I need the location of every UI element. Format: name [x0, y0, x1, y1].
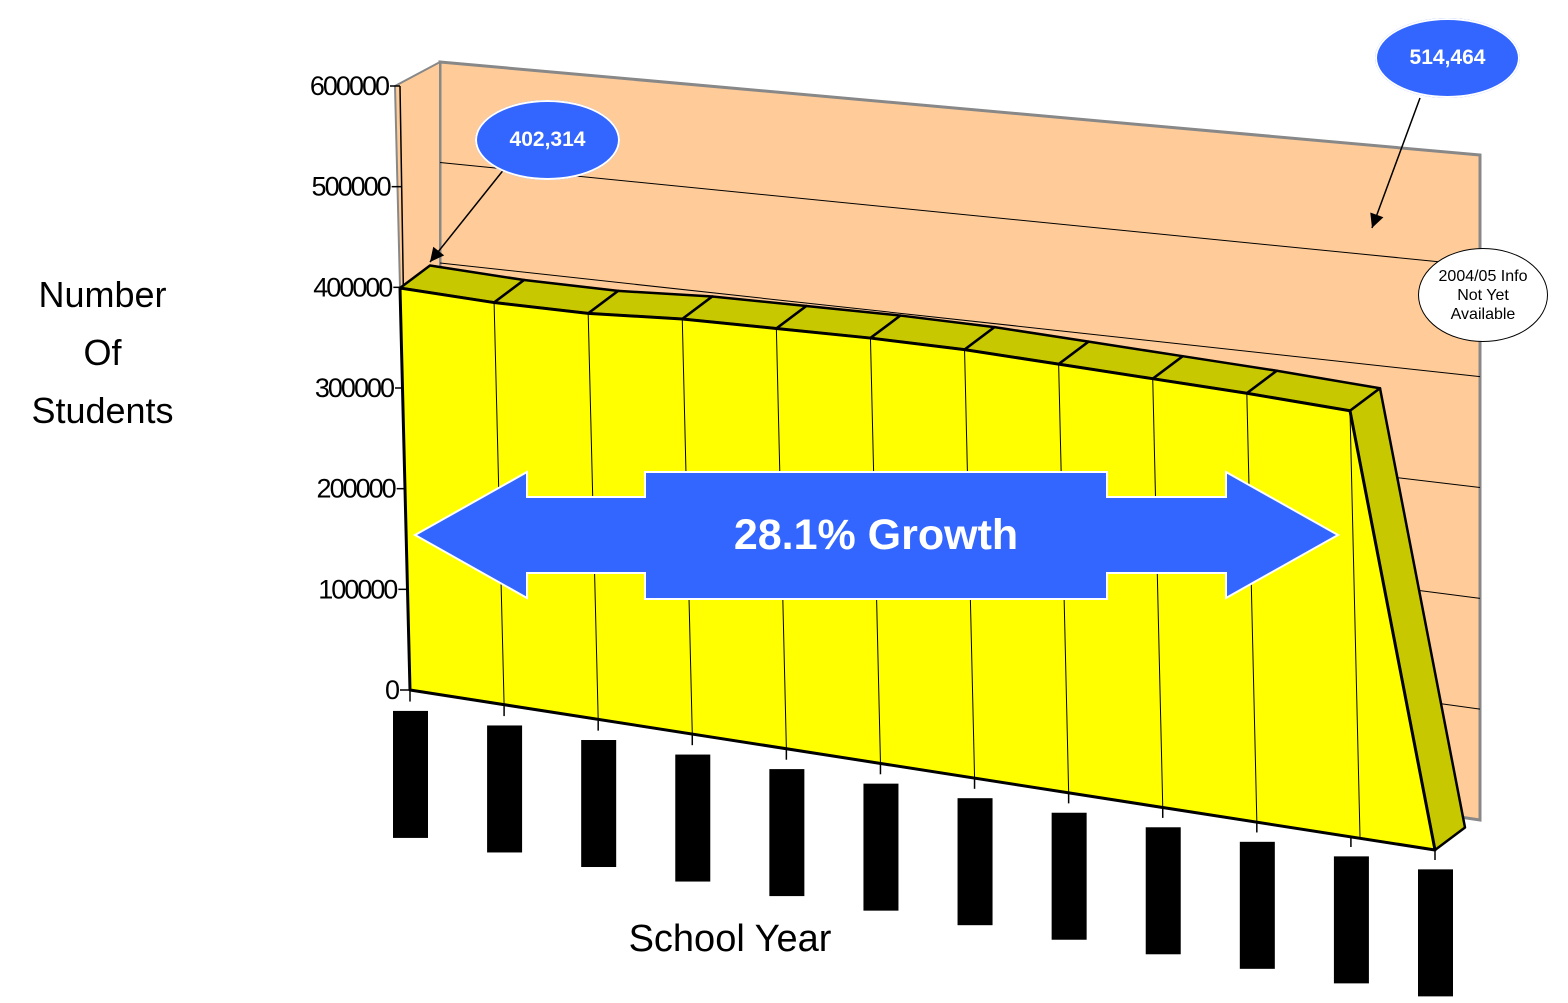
y-tick-label: 500000	[312, 172, 391, 202]
x-tick-label-redacted	[581, 740, 617, 868]
x-tick-label-redacted	[863, 783, 899, 911]
info-note-line-1: 2004/05 Info	[1438, 267, 1528, 285]
y-tick-label: 600000	[310, 71, 389, 101]
gridline	[439, 262, 1481, 378]
y-tick-label: 400000	[313, 272, 392, 302]
growth-label: 28.1% Growth	[733, 511, 1019, 559]
x-tick-label-redacted	[769, 769, 805, 897]
y-axis-title-line-1: Number	[38, 274, 167, 315]
x-tick-label-redacted	[1333, 856, 1369, 984]
x-tick-label-redacted	[1051, 812, 1087, 940]
area-separator	[1152, 378, 1164, 807]
end-callout-pointer-head	[1370, 212, 1384, 228]
y-tick-label: 100000	[318, 574, 397, 604]
info-note-line-2: Not Yet	[1457, 286, 1509, 304]
x-tick-label-redacted	[1239, 841, 1275, 969]
area-separator	[1349, 410, 1361, 837]
y-axis-title-line-2: Of	[83, 332, 122, 373]
x-tick-label-redacted	[1145, 827, 1181, 955]
x-tick-label-redacted	[957, 798, 993, 926]
x-tick-label-redacted	[487, 725, 523, 853]
gridline	[439, 162, 1481, 267]
x-tick-label-redacted	[675, 754, 711, 882]
start-callout-pointer	[429, 167, 506, 263]
x-tick-label-redacted	[1418, 869, 1453, 997]
end-callout-pointer	[1371, 97, 1421, 229]
y-axis: 0 100000 200000 300000 400000 500000 600000	[310, 71, 411, 705]
x-axis	[409, 691, 1436, 860]
annotations	[412, 97, 1421, 600]
y-tick-label: 300000	[315, 373, 394, 403]
redacted-x-labels	[393, 710, 1453, 997]
start-value-callout: 402,314	[475, 100, 620, 180]
y-tick-label: 200000	[317, 474, 396, 504]
info-note-bubble: 2004/05 Info Not Yet Available	[1418, 248, 1548, 342]
growth-arrow	[412, 470, 1341, 600]
area-separator	[1246, 393, 1258, 821]
y-axis-title-line-3: Students	[31, 390, 174, 431]
y-tick-label: 0	[385, 675, 399, 705]
x-axis-title: School Year	[628, 918, 832, 960]
x-tick-label-redacted	[393, 710, 428, 838]
info-note-line-3: Available	[1450, 305, 1516, 323]
end-value-callout: 514,464	[1375, 18, 1520, 98]
start-callout-pointer-head	[430, 246, 445, 262]
